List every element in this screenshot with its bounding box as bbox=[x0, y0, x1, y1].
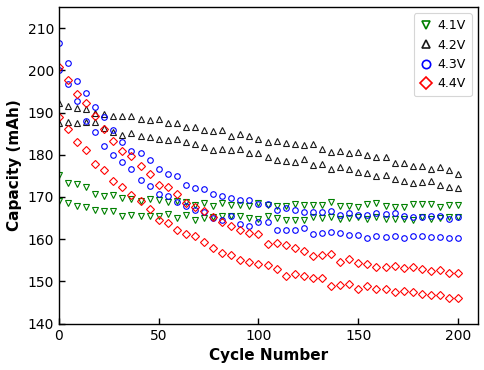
Y-axis label: Capacity (mAh): Capacity (mAh) bbox=[7, 100, 22, 231]
Legend: 4.1V, 4.2V, 4.3V, 4.4V: 4.1V, 4.2V, 4.3V, 4.4V bbox=[413, 13, 471, 97]
X-axis label: Cycle Number: Cycle Number bbox=[209, 348, 327, 363]
